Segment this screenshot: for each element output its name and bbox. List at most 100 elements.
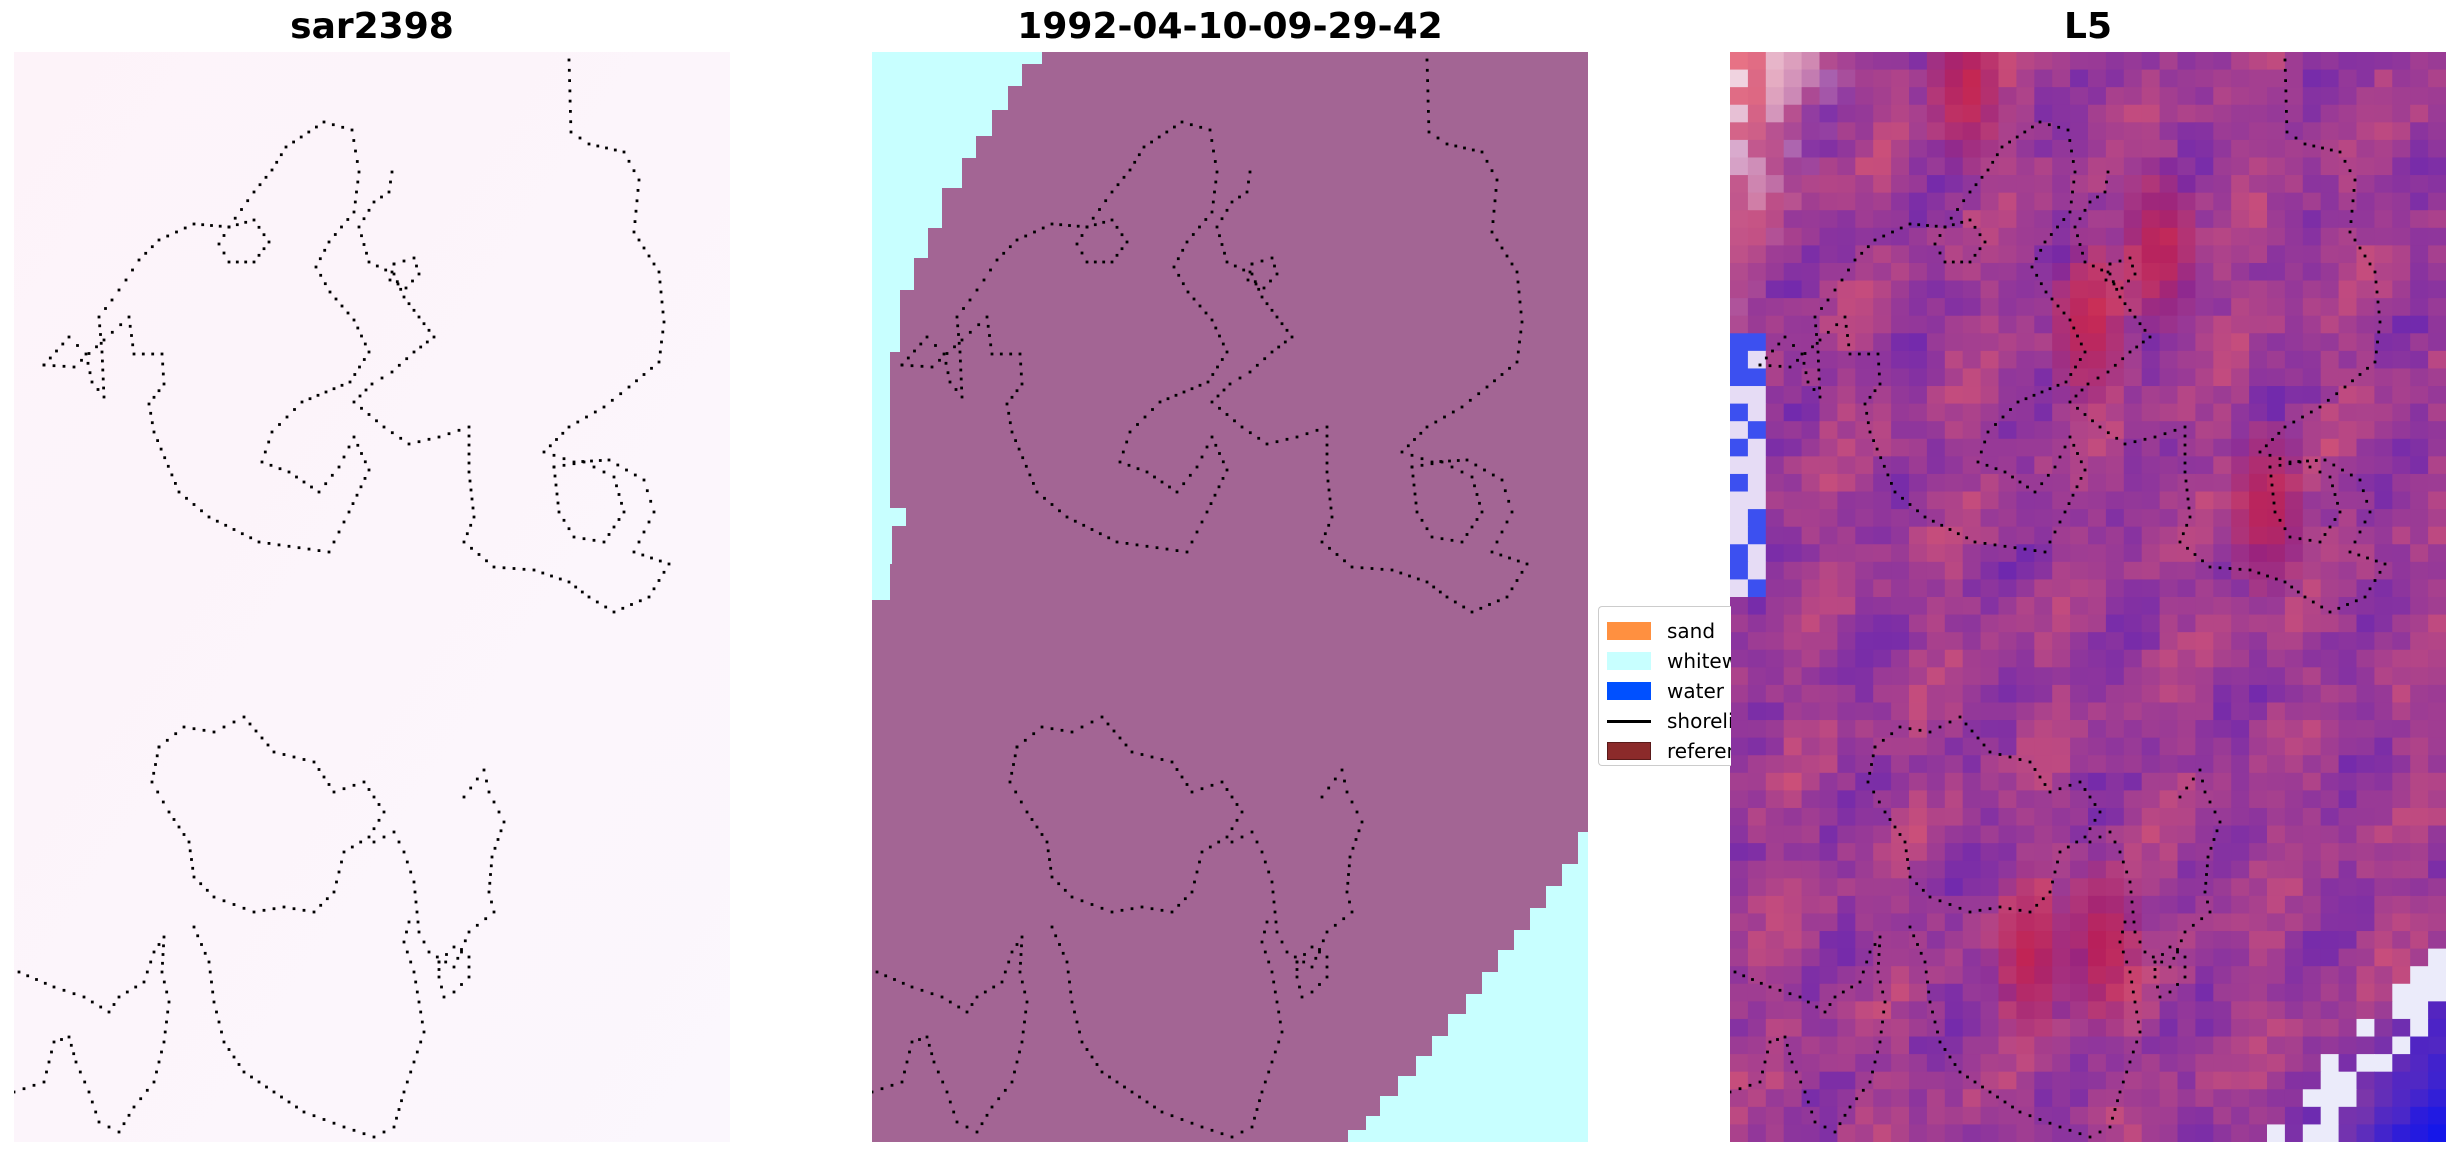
shoreline-dot <box>946 371 950 375</box>
shoreline-dot <box>1505 595 1509 599</box>
l5-pixel <box>1891 157 1910 176</box>
l5-pixel <box>2428 526 2446 545</box>
l5-pixel <box>1837 245 1856 264</box>
shoreline-dot <box>1450 538 1454 542</box>
l5-pixel <box>1926 315 1946 334</box>
shoreline-dot <box>139 1097 143 1101</box>
l5-pixel <box>1944 421 1964 440</box>
l5-pixel <box>2159 772 2179 791</box>
l5-pixel <box>1801 509 1821 528</box>
l5-pixel <box>2249 702 2268 721</box>
shoreline-dot <box>2123 920 2127 924</box>
shoreline-dot <box>217 242 221 246</box>
shoreline-dot <box>165 990 169 994</box>
l5-pixel <box>1801 175 1821 194</box>
l5-pixel <box>2195 122 2214 141</box>
shoreline-dot <box>152 771 156 775</box>
l5-pixel <box>2392 227 2411 246</box>
shoreline-dot <box>1020 382 1024 386</box>
l5-pixel <box>1747 526 1767 545</box>
shoreline-dot <box>2075 840 2079 844</box>
l5-pixel <box>1747 403 1767 422</box>
shoreline-dot <box>2026 485 2029 489</box>
l5-pixel <box>2320 245 2340 264</box>
shoreline-dot <box>2035 903 2039 907</box>
l5-pixel <box>1926 878 1946 897</box>
l5-pixel <box>2374 860 2393 879</box>
shoreline-dot <box>337 870 341 874</box>
l5-pixel <box>1891 843 1910 862</box>
l5-pixel <box>2123 262 2143 282</box>
l5-pixel <box>2338 790 2358 809</box>
shoreline-dot <box>2091 264 2095 268</box>
shoreline-dot <box>244 220 248 224</box>
l5-pixel <box>1783 931 1803 950</box>
l5-pixel <box>2016 1036 2035 1055</box>
l5-pixel <box>2034 333 2053 352</box>
shoreline-dot <box>2283 527 2287 531</box>
shoreline-dot <box>1272 980 1276 984</box>
shoreline-dot <box>352 400 356 404</box>
l5-pixel <box>2231 790 2250 809</box>
shoreline-dot <box>322 120 326 124</box>
l5-pixel <box>2141 333 2161 352</box>
l5-pixel <box>1944 350 1964 370</box>
l5-pixel <box>2159 1001 2179 1020</box>
l5-pixel <box>1944 69 1964 88</box>
shoreline-dot <box>399 436 403 440</box>
shoreline-dot <box>1998 905 2002 909</box>
l5-pixel <box>2428 983 2446 1002</box>
l5-pixel <box>2034 139 2053 159</box>
shoreline-dot <box>970 1003 974 1006</box>
shoreline-dot <box>1451 410 1455 414</box>
l5-pixel <box>1944 579 1964 598</box>
l5-pixel <box>2177 983 2196 1002</box>
shoreline-dot <box>2133 272 2137 276</box>
shoreline-dot <box>512 567 516 570</box>
shoreline-dot <box>1761 1070 1764 1074</box>
l5-pixel <box>1873 649 1892 668</box>
shoreline-dot <box>1733 970 1737 974</box>
shoreline-dot <box>2257 571 2261 575</box>
l5-pixel <box>2410 807 2429 827</box>
l5-pixel <box>1926 983 1946 1002</box>
l5-pixel <box>2034 597 2053 616</box>
shoreline-dot <box>1425 527 1429 531</box>
l5-pixel <box>2195 843 2214 862</box>
l5-pixel <box>2141 667 2161 686</box>
shoreline-dot <box>149 960 153 964</box>
shoreline-dot <box>1150 907 1154 911</box>
l5-pixel <box>2088 649 2107 668</box>
l5-pixel <box>1909 122 1928 141</box>
shoreline-dot <box>1280 940 1284 944</box>
l5-pixel <box>1747 720 1767 739</box>
l5-pixel <box>2231 157 2250 176</box>
l5-pixel <box>1891 1089 1910 1108</box>
l5-pixel <box>2213 772 2232 791</box>
l5-pixel <box>2159 52 2179 71</box>
shoreline-dot <box>1938 251 1942 255</box>
shoreline-dot <box>1233 264 1237 268</box>
shoreline-dot <box>1050 503 1054 506</box>
l5-pixel <box>1837 878 1856 897</box>
shoreline-dot <box>1414 501 1418 505</box>
shoreline-dot <box>1868 395 1872 399</box>
l5-pixel <box>2267 333 2286 352</box>
shoreline-dot <box>1470 475 1474 479</box>
l5-pixel <box>1783 192 1803 211</box>
shoreline-dot <box>2338 150 2342 154</box>
shoreline-dot <box>1267 1070 1271 1074</box>
l5-pixel <box>1980 597 2000 616</box>
l5-pixel <box>2213 122 2232 141</box>
shoreline-dot <box>62 364 66 368</box>
shoreline-dot <box>2357 553 2361 557</box>
shoreline-dot <box>2270 483 2274 487</box>
shoreline-dot <box>975 995 979 999</box>
shoreline-dot <box>2133 315 2137 319</box>
l5-pixel <box>2052 561 2071 581</box>
shoreline-dot <box>1933 1020 1937 1024</box>
l5-pixel <box>2052 983 2071 1002</box>
l5-pixel <box>2338 386 2358 405</box>
l5-pixel <box>2088 931 2107 950</box>
l5-pixel <box>2374 544 2393 563</box>
